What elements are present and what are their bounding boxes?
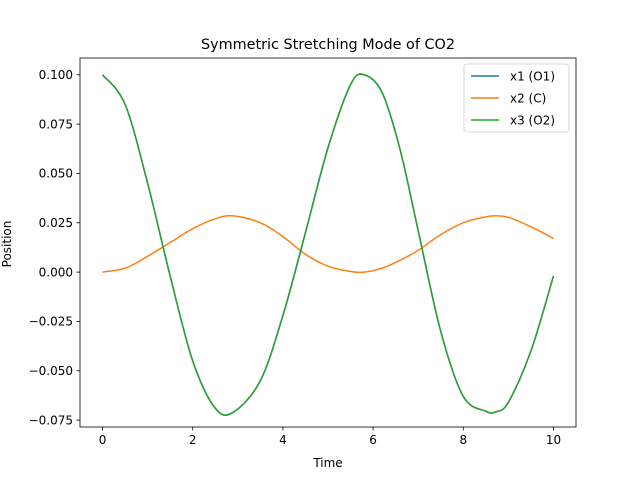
y-tick-label: 0.050: [39, 167, 73, 181]
legend-label-1: x1 (O1): [510, 69, 555, 83]
legend-label-3: x3 (O2): [510, 113, 555, 127]
plot-frame: [79, 57, 577, 428]
y-axis-ticks: −0.075 −0.050 −0.025 0.000 0.025 0.050 0.075 0.…: [29, 68, 80, 427]
y-tick-label: 0.000: [39, 265, 73, 279]
x-axis-label: Time: [312, 456, 342, 470]
x-tick-label: 10: [546, 433, 561, 447]
legend: x1 (O1) x2 (C) x3 (O2): [463, 63, 570, 133]
series-line-2: [102, 214, 554, 274]
x-tick-label: 0: [99, 433, 107, 447]
x-tick-label: 4: [279, 433, 287, 447]
y-tick-label: −0.075: [29, 413, 73, 427]
y-axis-label: Position: [0, 221, 14, 268]
legend-box: [463, 63, 570, 133]
x-tick-label: 8: [459, 433, 467, 447]
y-tick-label: 0.100: [39, 68, 73, 82]
y-tick-label: −0.050: [29, 364, 73, 378]
series-line-3: [101, 73, 555, 416]
plot-series: [101, 73, 555, 416]
y-tick-label: −0.025: [29, 315, 73, 329]
x-axis-ticks: 0 2 4 6 8 10: [99, 427, 561, 447]
y-tick-label: 0.025: [39, 216, 73, 230]
x-tick-label: 2: [189, 433, 197, 447]
legend-label-2: x2 (C): [510, 91, 546, 105]
y-tick-label: 0.075: [39, 117, 73, 131]
x-tick-label: 6: [369, 433, 377, 447]
chart-title: Symmetric Stretching Mode of CO2: [201, 37, 455, 53]
